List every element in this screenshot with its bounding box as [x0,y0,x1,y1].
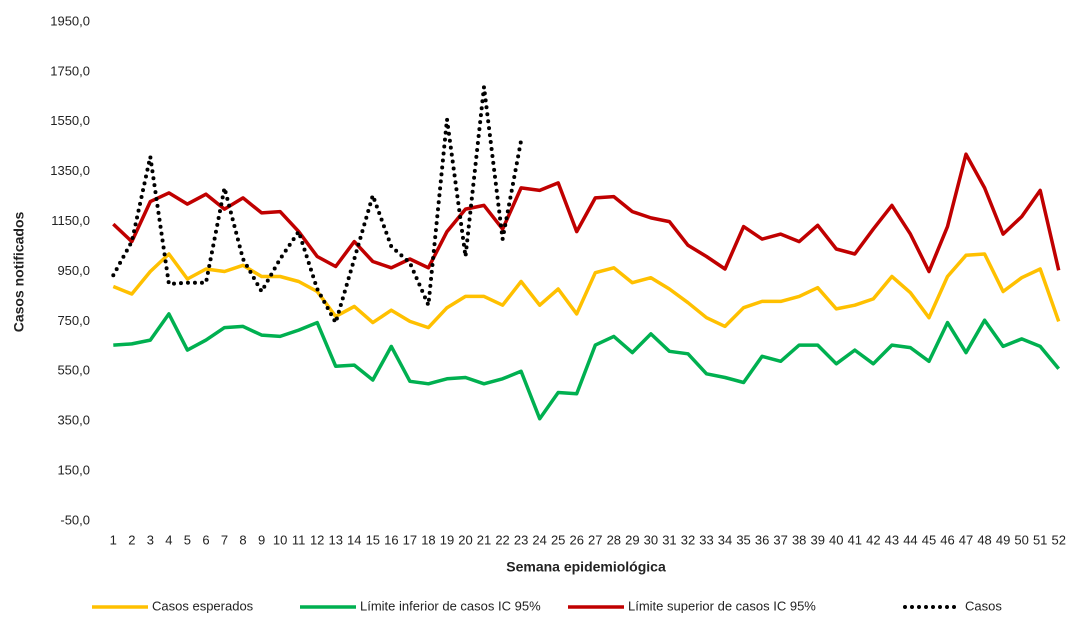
y-tick-label: 1550,0 [50,113,90,128]
series-line [112,252,1061,330]
x-tick-label: 26 [569,532,583,547]
x-tick-label: 44 [903,532,917,547]
legend-label: Casos esperados [152,598,254,613]
x-tick-label: 9 [258,532,265,547]
x-tick-label: 49 [996,532,1010,547]
x-tick-label: 31 [662,532,676,547]
x-tick-label: 16 [384,532,398,547]
x-tick-label: 48 [977,532,991,547]
y-tick-label: 950,0 [57,263,90,278]
x-tick-label: 23 [514,532,528,547]
x-tick-label: 35 [736,532,750,547]
x-tick-label: 47 [959,532,973,547]
x-tick-label: 27 [588,532,602,547]
y-tick-label: 750,0 [57,313,90,328]
y-tick-label: 350,0 [57,413,90,428]
x-tick-label: 51 [1033,532,1047,547]
x-tick-label: 52 [1051,532,1065,547]
x-tick-label: 33 [699,532,713,547]
x-tick-label: 21 [477,532,491,547]
x-tick-label: 7 [221,532,228,547]
x-tick-label: 11 [292,532,306,547]
x-tick-label: 50 [1014,532,1028,547]
x-tick-label: 34 [718,532,732,547]
legend-label: Límite inferior de casos IC 95% [360,598,541,613]
x-tick-label: 12 [310,532,324,547]
x-tick-label: 6 [202,532,209,547]
x-tick-label: 3 [147,532,154,547]
x-tick-label: 43 [885,532,899,547]
x-tick-label: 28 [607,532,621,547]
series-line [111,84,524,325]
y-tick-label: 1950,0 [50,13,90,28]
x-axis-title: Semana epidemiológica [506,559,666,575]
x-tick-label: 30 [644,532,658,547]
y-axis-title: Casos notificados [11,212,27,333]
legend-label: Límite superior de casos IC 95% [628,598,816,613]
series-line [113,312,1061,421]
y-tick-label: 150,0 [57,463,90,478]
x-tick-label: 38 [792,532,806,547]
y-tick-label: 1150,0 [51,213,90,228]
x-tick-label: 13 [328,532,342,547]
x-tick-label: 29 [625,532,639,547]
x-tick-label: 8 [239,532,246,547]
y-tick-label: 1750,0 [50,63,90,78]
x-tick-label: 40 [829,532,843,547]
x-tick-label: 45 [922,532,936,547]
y-tick-label: 550,0 [57,363,90,378]
x-tick-label: 19 [440,532,454,547]
x-tick-label: 24 [532,532,546,547]
x-tick-label: 39 [810,532,824,547]
x-tick-label: 46 [940,532,954,547]
x-tick-label: 18 [421,532,435,547]
x-tick-label: 32 [681,532,695,547]
x-tick-label: 36 [755,532,769,547]
x-tick-label: 10 [273,532,287,547]
x-tick-label: 4 [165,532,172,547]
y-tick-label: 1350,0 [50,163,90,178]
x-tick-label: 22 [495,532,509,547]
series-line [112,152,1061,274]
x-tick-label: 2 [128,532,135,547]
x-tick-label: 41 [848,532,862,547]
legend-label: Casos [965,598,1002,613]
x-tick-label: 42 [866,532,880,547]
x-tick-label: 1 [110,532,117,547]
x-tick-label: 14 [347,532,361,547]
x-tick-label: 5 [184,532,191,547]
x-tick-label: 17 [403,532,417,547]
x-tick-label: 25 [551,532,565,547]
x-tick-label: 37 [773,532,787,547]
x-tick-label: 15 [366,532,380,547]
x-tick-label: 20 [458,532,472,547]
y-tick-label: -50,0 [60,512,90,527]
